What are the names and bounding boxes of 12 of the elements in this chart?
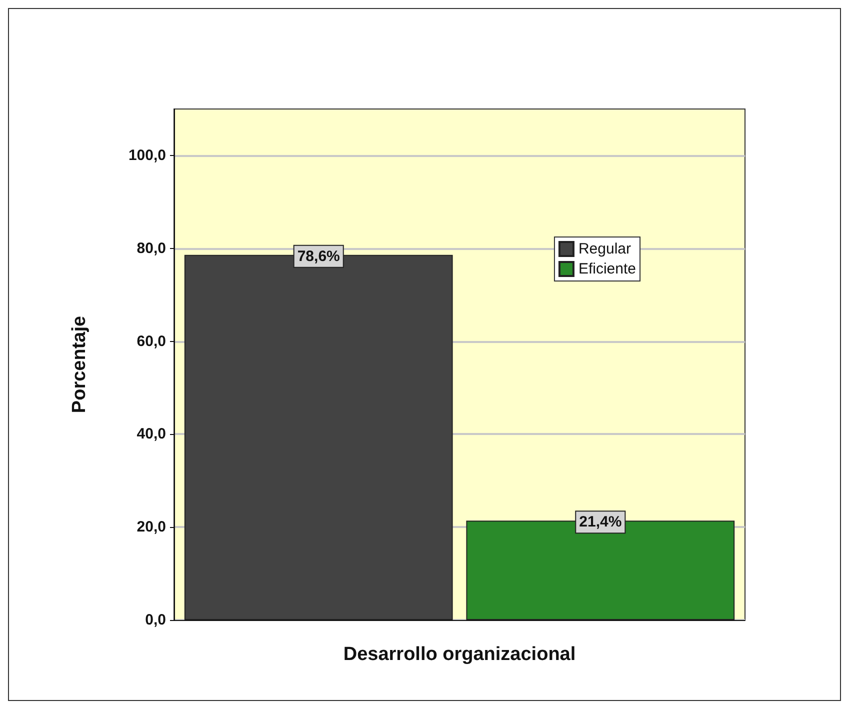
- y-tick-label: 80,0: [136, 240, 166, 257]
- y-tick-label: 100,0: [128, 146, 166, 164]
- data-label: 78,6%: [297, 248, 340, 265]
- y-tick-label: 20,0: [136, 518, 166, 536]
- y-tick-label: 60,0: [136, 332, 166, 350]
- x-axis-title: Desarrollo organizacional: [343, 644, 576, 665]
- legend-label: Eficiente: [578, 260, 636, 278]
- y-tick-label: 0,0: [145, 612, 166, 628]
- legend-label: Regular: [578, 240, 632, 258]
- data-label: 21,4%: [579, 514, 622, 531]
- y-tick-label: 40,0: [136, 426, 166, 443]
- y-axis-title: Porcentaje: [69, 316, 90, 414]
